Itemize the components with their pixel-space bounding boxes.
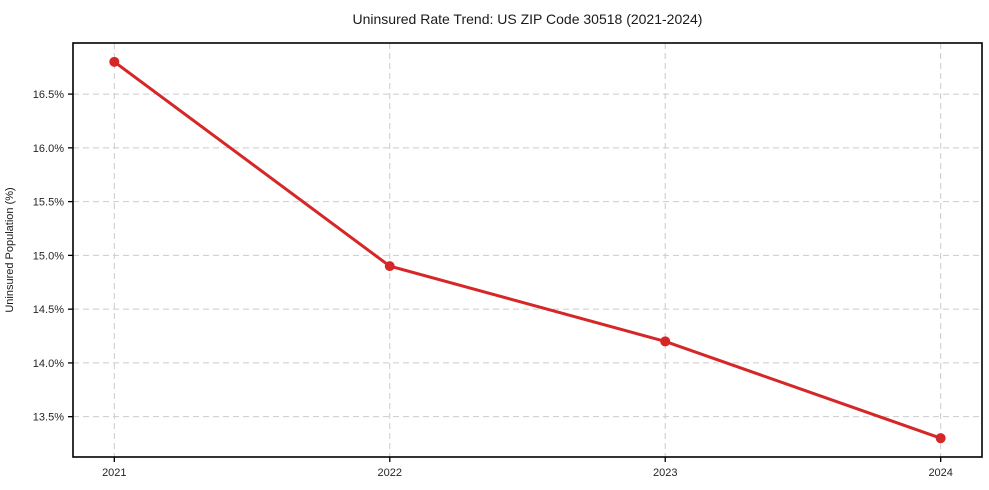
y-tick-label: 16.0% (33, 143, 64, 155)
plot-frame (72, 42, 983, 458)
data-point (384, 261, 395, 272)
x-tick-label: 2023 (653, 467, 677, 479)
y-tick-label: 15.0% (33, 250, 64, 262)
tick-labels: 2021 2022 2023 2024 13.5% 14.0% 14.5% 15.0% 15.5… (33, 89, 953, 479)
data-point (109, 56, 120, 67)
data-point (660, 336, 671, 347)
y-tick-label: 14.0% (33, 358, 64, 370)
y-tick-label: 13.5% (33, 412, 64, 424)
trend-line (113, 60, 942, 440)
gridlines (73, 43, 982, 457)
y-tick-label: 14.5% (33, 304, 64, 316)
x-tick-label: 2021 (102, 467, 126, 479)
y-tick-label: 15.5% (33, 197, 64, 209)
data-series (109, 56, 946, 444)
y-axis-label: Uninsured Population (%) (4, 187, 16, 312)
axes (68, 42, 983, 462)
data-point (935, 433, 946, 444)
y-tick-label: 16.5% (33, 89, 64, 101)
x-tick-label: 2024 (928, 467, 952, 479)
chart-title: Uninsured Rate Trend: US ZIP Code 30518 … (353, 11, 703, 27)
x-tick-label: 2022 (378, 467, 402, 479)
